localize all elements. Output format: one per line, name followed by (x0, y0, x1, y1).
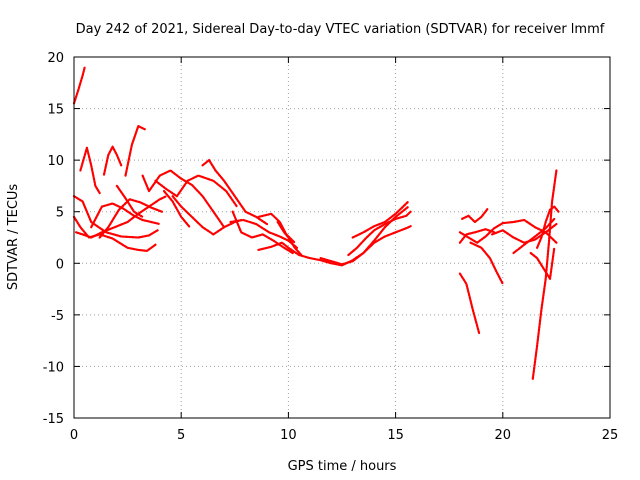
series-s17 (229, 218, 299, 249)
series-s11 (141, 169, 226, 229)
series-s13 (171, 195, 243, 236)
y-tick-label: 20 (47, 51, 64, 66)
series-s23 (347, 210, 412, 257)
series-s10 (115, 184, 144, 218)
y-tick-label: 10 (47, 154, 64, 169)
y-tick-label: -10 (43, 360, 64, 375)
y-tick-label: 5 (56, 206, 64, 221)
series-s2 (72, 215, 157, 252)
series-s20 (276, 220, 303, 257)
series-s28 (458, 272, 481, 335)
y-axis-label: SDTVAR / TECUs (6, 184, 21, 291)
y-tick-label: 15 (47, 103, 64, 118)
y-tick-label: -5 (51, 309, 64, 324)
y-tick-label: 0 (56, 257, 64, 272)
series-s15 (201, 159, 269, 226)
series-s5 (79, 146, 101, 195)
x-tick-label: 25 (602, 428, 619, 443)
series-s16 (231, 210, 294, 255)
x-tick-label: 15 (387, 428, 404, 443)
series-s32 (535, 205, 560, 249)
x-tick-label: 10 (280, 428, 297, 443)
series-s18 (257, 225, 412, 267)
series-s8 (98, 198, 163, 239)
series-s4 (74, 195, 168, 239)
series-s14 (162, 190, 191, 229)
plot-frame (73, 56, 611, 419)
series-s25 (461, 207, 489, 224)
series-s1 (72, 66, 86, 105)
series-s33 (531, 169, 558, 380)
series-s31 (529, 246, 556, 280)
series-s7 (102, 145, 123, 176)
x-tick-label: 20 (495, 428, 512, 443)
y-tick-label: -15 (43, 412, 64, 427)
series-s27 (469, 241, 504, 285)
series-s9 (124, 124, 146, 177)
chart-title: Day 242 of 2021, Sidereal Day-to-day VTE… (76, 22, 605, 37)
series-s6 (90, 202, 161, 229)
series-s29 (491, 223, 558, 244)
series-s3 (72, 195, 159, 239)
x-axis-label: GPS time / hours (288, 459, 397, 474)
x-tick-label: 0 (70, 428, 78, 443)
series-s12 (154, 174, 238, 208)
x-tick-label: 5 (177, 428, 185, 443)
series-s26 (458, 218, 558, 244)
data-series-group (72, 66, 560, 380)
series-s24 (458, 228, 496, 244)
axis-ticks: 0 5 10 15 20 25 -15 -10 -5 0 5 10 15 20 (43, 51, 619, 443)
series-s30 (512, 217, 556, 255)
series-s22 (351, 200, 410, 239)
